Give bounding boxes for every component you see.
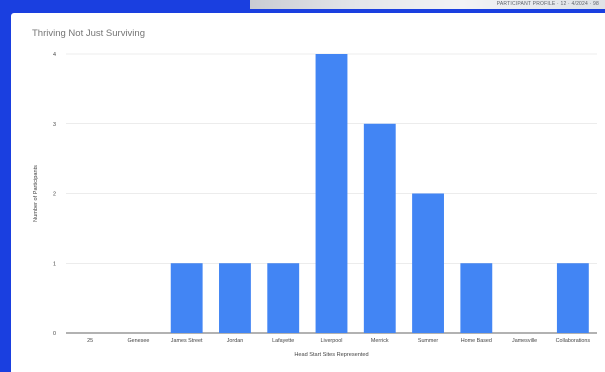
chart-card: Thriving Not Just Surviving 0 1 2 3 4 25 Gene… [11,13,605,372]
x-tick-label: Collaborations [556,338,591,344]
x-tick-label: Summer [418,338,439,344]
x-tick-label: Lafayette [272,338,294,344]
chart-title: Thriving Not Just Surviving [32,28,145,39]
bar-jordan [219,263,251,333]
x-tick-label: Home Based [461,338,492,344]
y-tick-labels: 0 1 2 3 4 [53,52,56,337]
x-tick-label: Jordan [227,338,243,344]
bar-home-based [460,263,493,333]
bars [170,54,589,333]
bar-merrick [363,123,396,333]
x-tick-label: 25 [87,338,93,344]
y-axis-title: Number of Participants [33,165,39,222]
bar-james-street [170,263,203,333]
y-tick-label: 3 [53,122,56,128]
x-tick-label: Merrick [371,338,389,344]
x-axis-title: Head Start Sites Represented [294,352,368,358]
x-tick-label: James Street [171,338,203,344]
x-tick-labels: 25 Genesee James Street Jordan Lafayette Live… [87,338,590,344]
x-tick-label: Genesee [127,338,149,344]
bar-collaborations [556,263,589,333]
y-tick-label: 4 [53,52,56,58]
background-window-strip: PARTICIPANT PROFILE · 12 · 4/2024 · 98 [250,0,605,9]
bar-chart: 0 1 2 3 4 25 Genesee James Street Jordan Lafayet… [33,52,597,358]
bar-summer [412,193,444,333]
y-tick-label: 0 [53,331,56,337]
x-tick-label: Liverpool [321,338,343,344]
bar-liverpool [315,54,348,333]
background-window-text: PARTICIPANT PROFILE · 12 · 4/2024 · 98 [496,1,599,7]
y-tick-label: 2 [53,192,56,198]
x-tick-label: Jamesville [512,338,537,344]
bar-lafayette [267,263,300,333]
y-tick-label: 1 [53,261,56,267]
